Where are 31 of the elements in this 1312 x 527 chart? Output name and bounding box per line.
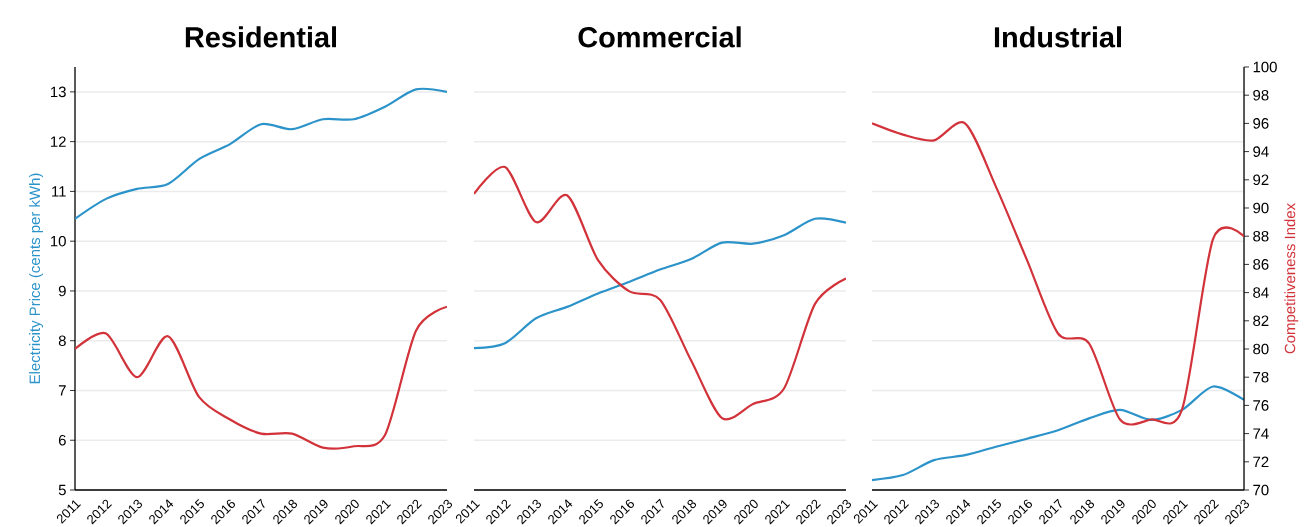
y-tick-label: 10 <box>51 235 66 247</box>
y-tick-label: 7 <box>58 385 66 396</box>
line-series <box>75 87 447 220</box>
y2-tick-label: 98 <box>1253 89 1269 101</box>
y-axis-title: Electricity Price (cents per kWh) <box>29 173 44 384</box>
chart-title: Industrial <box>994 26 1121 48</box>
y2-tick-label: 82 <box>1253 315 1269 327</box>
y-tick-label: 8 <box>58 335 66 346</box>
y2-tick-label: 72 <box>1253 456 1269 468</box>
y2-tick-label: 100 <box>1253 61 1277 73</box>
y2-tick-label: 92 <box>1253 174 1269 186</box>
y2-tick-label: 84 <box>1253 287 1269 298</box>
y2-axis-title: Competitiveness Index <box>1284 203 1299 354</box>
y-tick-label: 9 <box>58 285 66 297</box>
y-tick-label: 11 <box>52 186 66 197</box>
y2-tick-label: 96 <box>1253 118 1269 129</box>
chart-title: Commercial <box>578 26 741 48</box>
y2-tick-label: 80 <box>1253 343 1269 355</box>
y-tick-label: 6 <box>58 434 66 446</box>
y2-tick-label: 78 <box>1253 371 1269 383</box>
y2-tick-label: 74 <box>1253 428 1269 439</box>
y2-tick-label: 76 <box>1253 400 1269 411</box>
chart-title: Residential <box>185 26 337 48</box>
y2-tick-label: 88 <box>1253 230 1269 242</box>
y-tick-label: 13 <box>51 86 66 98</box>
y2-tick-label: 70 <box>1253 484 1269 496</box>
y2-tick-label: 94 <box>1253 146 1269 157</box>
y2-tick-label: 90 <box>1253 202 1269 214</box>
y-tick-label: 5 <box>58 484 66 496</box>
y-tick-label: 12 <box>51 136 66 147</box>
y2-tick-label: 86 <box>1253 259 1269 270</box>
